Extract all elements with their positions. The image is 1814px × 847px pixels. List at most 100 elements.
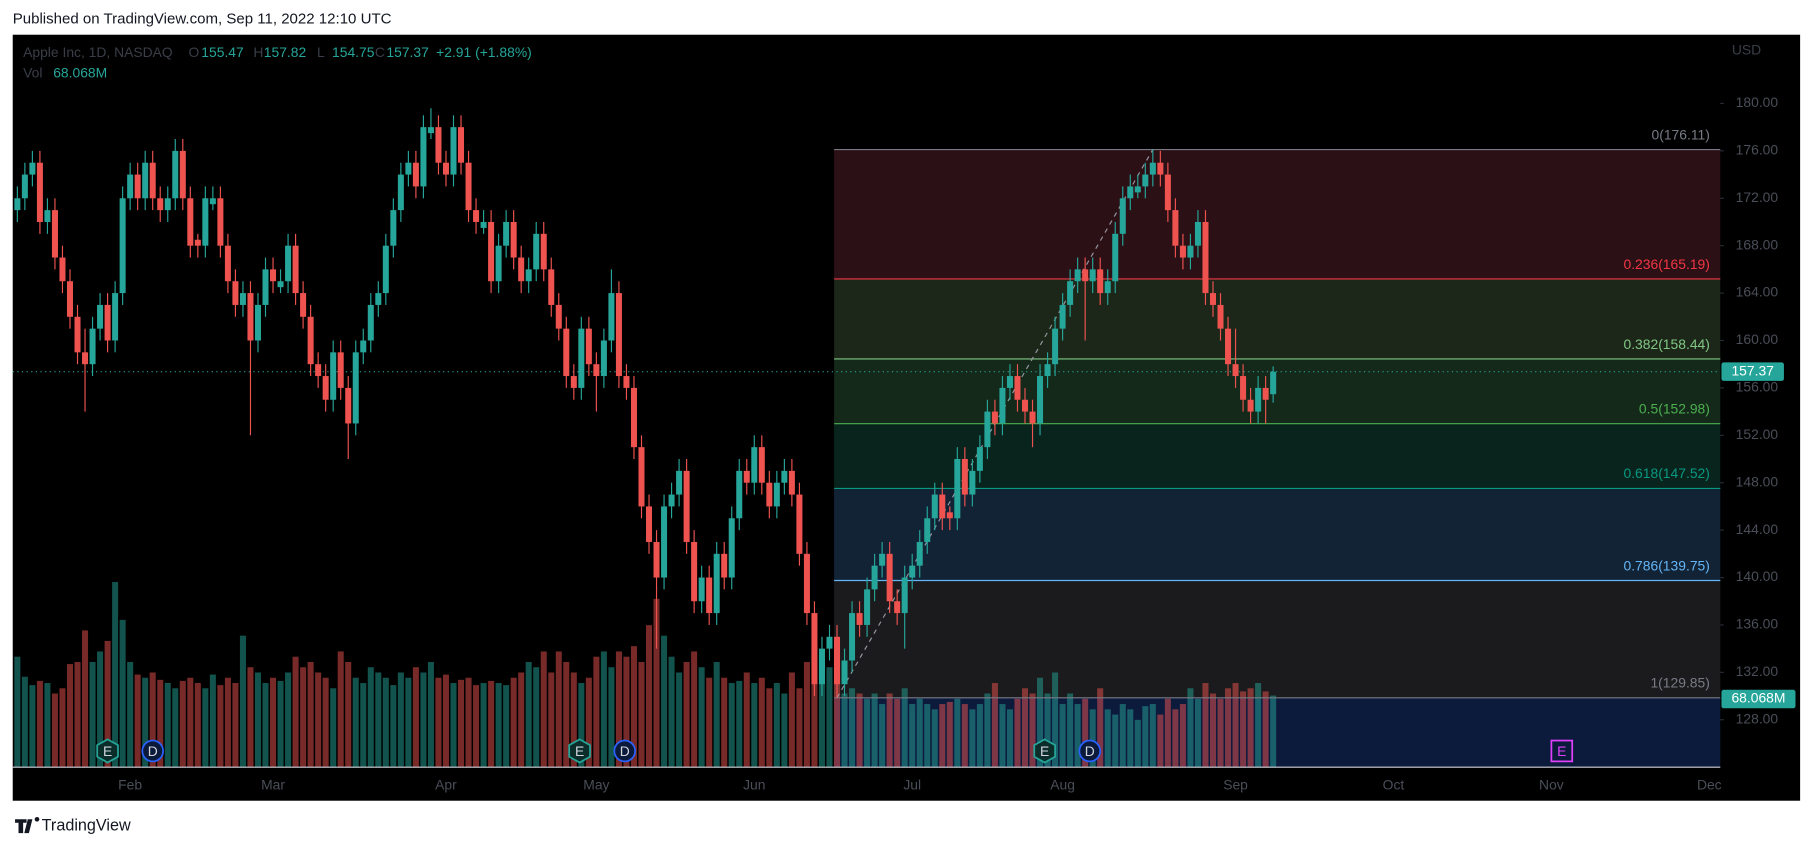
candle-body (758, 447, 765, 483)
candle-body (924, 518, 931, 542)
candle-body (766, 482, 773, 507)
candle-body (330, 352, 337, 400)
volume-bar (849, 688, 856, 768)
volume-bar (585, 677, 592, 768)
y-tick-label: 172.00 (1736, 189, 1779, 205)
volume-bar (946, 701, 953, 768)
x-tick-label: Apr (435, 776, 457, 792)
volume-bar (683, 661, 690, 768)
volume-bar (939, 704, 946, 768)
volume-bar (1037, 677, 1044, 768)
volume-bar (811, 646, 818, 768)
candle-body (796, 494, 803, 554)
candle-body (1074, 269, 1081, 282)
volume-bar (345, 661, 352, 768)
volume-bar (954, 698, 961, 768)
candle-body (21, 174, 28, 199)
candle-body (1029, 411, 1036, 424)
event-label: E (575, 743, 584, 759)
candle-body (1052, 328, 1059, 365)
volume-bar (630, 646, 637, 768)
candle-body (1112, 233, 1119, 282)
candle-body (458, 127, 465, 163)
volume-bar (555, 651, 562, 768)
volume-bar (834, 683, 841, 768)
volume-bar (352, 677, 359, 768)
candle-body (856, 613, 863, 625)
candle-body (66, 281, 73, 317)
candle-body (1006, 376, 1013, 388)
candle-body (954, 459, 961, 519)
volume-bar (427, 661, 434, 768)
volume-bar (879, 704, 886, 768)
candle-body (142, 162, 149, 199)
candle-body (1149, 162, 1156, 175)
volume-bar (864, 698, 871, 768)
candle-body (984, 411, 991, 448)
candle-body (1097, 269, 1104, 294)
volume-bar (1255, 683, 1262, 768)
candle-body (427, 127, 434, 134)
candle-body (194, 239, 201, 246)
volume-bar (1074, 704, 1081, 768)
volume-bar (563, 661, 570, 768)
candle-body (721, 553, 728, 578)
volume-bar (1021, 688, 1029, 768)
candle-body (254, 304, 261, 341)
candle-body (1157, 162, 1164, 175)
volume-bar (390, 685, 397, 768)
candle-body (262, 269, 269, 305)
candle-body (1142, 174, 1149, 187)
candle-body (578, 328, 585, 388)
candle-body (991, 411, 998, 424)
footer-brand: TradingView (42, 816, 131, 834)
candle-body (112, 293, 119, 341)
candle-body (495, 245, 502, 282)
volume-bar (397, 672, 404, 768)
volume-bar (969, 709, 976, 768)
volume-bar (119, 619, 126, 768)
candle-body (217, 198, 224, 246)
x-tick-label: Jun (743, 776, 765, 792)
candle-body (382, 245, 389, 294)
y-tick-label: 152.00 (1736, 426, 1779, 442)
y-tick-label: 148.00 (1736, 473, 1779, 489)
volume-bar (608, 667, 615, 768)
volume-bar (442, 674, 449, 768)
volume-bar (661, 635, 668, 768)
x-tick-label: Oct (1383, 776, 1405, 792)
candle-body (14, 198, 21, 211)
volume-bar (97, 651, 104, 768)
volume-bar (1225, 688, 1232, 768)
volume-bar (488, 680, 495, 768)
overlay: Apple Inc, 1D, NASDAQ O 155.47 H 157.82 … (15, 42, 1761, 834)
volume-bar (1082, 698, 1089, 768)
legend-c: C (375, 44, 385, 60)
volume-bar (217, 685, 224, 768)
volume-bar (668, 656, 675, 768)
candle-body (698, 577, 705, 602)
candle-body (104, 304, 111, 341)
volume-bar (82, 630, 89, 768)
candle-body (315, 364, 322, 377)
volume-bar (706, 677, 713, 768)
candle-body (157, 198, 164, 211)
volume-bar (247, 667, 254, 768)
fib-label: 1(129.85) (1650, 675, 1709, 691)
volume-bar (285, 672, 292, 768)
candle-body (149, 162, 156, 199)
volume-bar (480, 683, 487, 768)
candle-body (1209, 293, 1217, 305)
volume-bar (533, 667, 540, 768)
x-tick-label: Mar (261, 776, 285, 792)
candle-body (743, 470, 750, 483)
volume-bar (931, 709, 938, 768)
candle-body (360, 340, 367, 353)
fib-label: 0.786(139.75) (1623, 557, 1709, 573)
volume-bar (1127, 709, 1134, 768)
candle-body (668, 494, 675, 507)
candle-body (412, 162, 419, 187)
volume-bar (548, 672, 555, 768)
volume-bar (698, 667, 705, 768)
